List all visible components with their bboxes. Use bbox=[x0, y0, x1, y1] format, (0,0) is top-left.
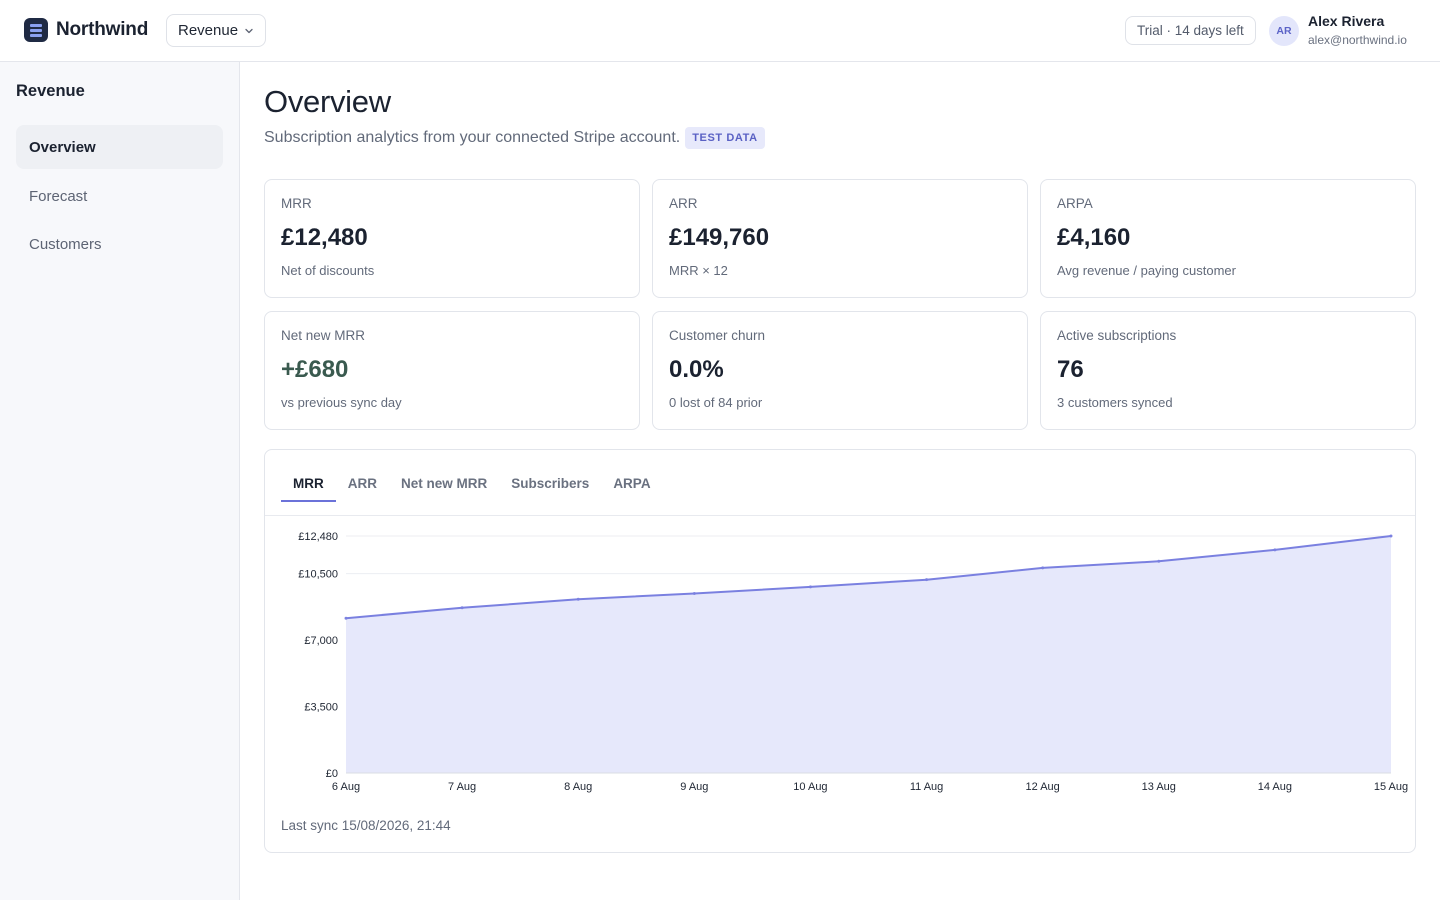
x-tick-label: 14 Aug bbox=[1258, 781, 1292, 793]
app-switcher-label: Revenue bbox=[178, 22, 239, 39]
x-tick-label: 13 Aug bbox=[1142, 781, 1176, 793]
x-tick-label: 7 Aug bbox=[448, 781, 476, 793]
metric-value: £12,480 bbox=[281, 224, 368, 251]
data-point bbox=[344, 616, 348, 620]
metric-label: Active subscriptions bbox=[1057, 328, 1177, 343]
metric-card-customer-churn: Customer churn 0.0% 0 lost of 84 prior bbox=[652, 311, 1028, 430]
y-tick-label: £12,480 bbox=[298, 531, 338, 543]
trial-status-badge[interactable]: Trial · 14 days left bbox=[1125, 16, 1256, 45]
tab-net-new-mrr[interactable]: Net new MRR bbox=[401, 475, 488, 491]
data-point bbox=[925, 578, 929, 582]
metric-value: +£680 bbox=[281, 356, 349, 383]
metric-card-active-subscriptions: Active subscriptions 76 3 customers sync… bbox=[1040, 311, 1416, 430]
tab-subscribers[interactable]: Subscribers bbox=[511, 475, 590, 491]
data-point bbox=[808, 585, 812, 589]
metric-value: £149,760 bbox=[669, 224, 770, 251]
user-name: Alex Rivera bbox=[1308, 13, 1385, 29]
metric-label: Net new MRR bbox=[281, 328, 366, 343]
data-point bbox=[1041, 566, 1045, 570]
tab-arr[interactable]: ARR bbox=[347, 475, 377, 491]
brand-name: Northwind bbox=[56, 19, 149, 40]
brand[interactable]: Northwind bbox=[24, 18, 148, 42]
metric-card-arpa: ARPA £4,160 Avg revenue / paying custome… bbox=[1040, 179, 1416, 298]
chart-tabs: MRR ARR Net new MRR Subscribers ARPA bbox=[281, 450, 663, 516]
mrr-area bbox=[346, 536, 1391, 773]
chart-panel: MRR ARR Net new MRR Subscribers ARPA £0 £… bbox=[264, 449, 1416, 853]
metric-note: vs previous sync day bbox=[281, 395, 402, 410]
data-point bbox=[692, 592, 696, 596]
x-tick-label: 11 Aug bbox=[910, 781, 943, 793]
metric-label: Customer churn bbox=[669, 328, 766, 343]
tab-mrr[interactable]: MRR bbox=[281, 450, 336, 516]
mrr-series-line bbox=[345, 535, 1392, 620]
metric-label: ARPA bbox=[1057, 196, 1093, 211]
sidebar-item-customers[interactable]: Customers bbox=[29, 235, 102, 253]
tabs-divider bbox=[265, 515, 1415, 516]
page-subtitle: Subscription analytics from your connect… bbox=[264, 129, 681, 146]
sidebar-item-overview[interactable]: Overview bbox=[16, 125, 223, 169]
y-tick-label: £3,500 bbox=[304, 702, 338, 714]
last-sync-timestamp: Last sync 15/08/2026, 21:44 bbox=[281, 818, 451, 833]
metric-value: 76 bbox=[1057, 356, 1084, 383]
app-switcher-dropdown[interactable]: Revenue bbox=[166, 14, 267, 47]
subtitle-row: Subscription analytics from your connect… bbox=[264, 127, 765, 149]
x-tick-label: 15 Aug bbox=[1374, 781, 1408, 793]
metric-card-arr: ARR £149,760 MRR × 12 bbox=[652, 179, 1028, 298]
metric-label: MRR bbox=[281, 196, 312, 211]
sidebar: Revenue Overview Forecast Customers bbox=[0, 62, 240, 900]
x-tick-label: 8 Aug bbox=[564, 781, 592, 793]
chevron-down-icon bbox=[245, 28, 253, 33]
avatar: AR bbox=[1269, 15, 1299, 46]
x-tick-label: 12 Aug bbox=[1026, 781, 1060, 793]
metric-card-net-new-mrr: Net new MRR +£680 vs previous sync day bbox=[264, 311, 640, 430]
metric-note: 3 customers synced bbox=[1057, 395, 1173, 410]
test-data-badge: TEST DATA bbox=[685, 127, 765, 149]
metric-note: Avg revenue / paying customer bbox=[1057, 263, 1236, 278]
y-tick-label: £0 bbox=[326, 768, 338, 780]
user-menu[interactable]: AR Alex Rivera alex@northwind.io bbox=[1269, 13, 1407, 48]
data-point bbox=[1273, 548, 1277, 552]
x-tick-label: 9 Aug bbox=[680, 781, 708, 793]
data-point bbox=[576, 597, 580, 601]
logo-icon bbox=[24, 18, 48, 42]
data-point bbox=[460, 606, 464, 610]
mrr-area-chart: £0 £3,500 £7,000 £10,500 £12,480 6 Aug 7 Aug 8 … bbox=[298, 531, 1408, 793]
sidebar-title: Revenue bbox=[16, 82, 85, 100]
data-point bbox=[1157, 559, 1161, 563]
metric-value: £4,160 bbox=[1057, 224, 1131, 251]
y-tick-label: £7,000 bbox=[304, 635, 338, 647]
metric-note: Net of discounts bbox=[281, 263, 375, 278]
top-bar: Northwind Revenue Trial · 14 days left A… bbox=[0, 0, 1440, 62]
metric-value: 0.0% bbox=[669, 356, 724, 383]
tab-arpa[interactable]: ARPA bbox=[613, 475, 651, 491]
y-tick-label: £10,500 bbox=[298, 569, 338, 581]
sidebar-item-forecast[interactable]: Forecast bbox=[29, 187, 88, 205]
page-title: Overview bbox=[264, 84, 391, 119]
metric-card-mrr: MRR £12,480 Net of discounts bbox=[264, 179, 640, 298]
x-tick-label: 6 Aug bbox=[332, 781, 360, 793]
x-tick-label: 10 Aug bbox=[793, 781, 827, 793]
user-email: alex@northwind.io bbox=[1308, 33, 1407, 47]
metric-note: MRR × 12 bbox=[669, 263, 728, 278]
main-content: Overview Subscription analytics from you… bbox=[240, 62, 1440, 900]
metric-note: 0 lost of 84 prior bbox=[669, 395, 763, 410]
metric-label: ARR bbox=[669, 196, 698, 211]
data-point bbox=[1389, 534, 1393, 538]
